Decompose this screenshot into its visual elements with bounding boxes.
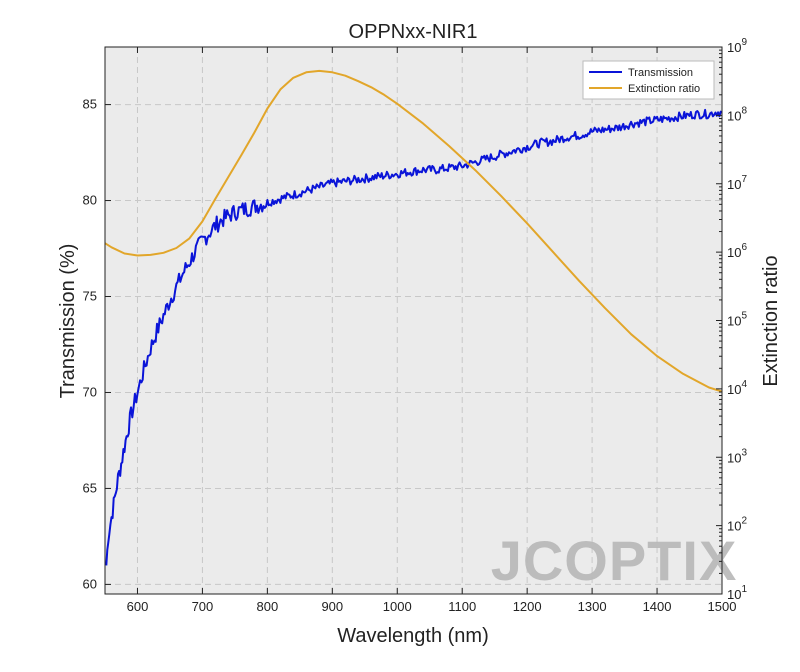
y-axis-title: Transmission (%)	[57, 244, 79, 399]
y2-tick-label: 103	[727, 447, 747, 465]
legend-box	[582, 60, 715, 100]
x-tick-label: 1100	[448, 599, 476, 614]
x-tick-label: 700	[192, 599, 214, 614]
y2-tick-label: 109	[727, 37, 747, 55]
y2-tick-label: 104	[727, 379, 747, 397]
y-tick-label: 85	[83, 97, 97, 112]
legend-label-transmission: Transmission	[628, 67, 693, 79]
x-tick-label: 1200	[513, 599, 542, 614]
y2-tick-label: 105	[727, 311, 747, 329]
y2-tick-label: 108	[727, 105, 747, 123]
y-tick-label: 75	[83, 289, 97, 304]
chart-title: OPPNxx-NIR1	[349, 21, 478, 43]
y2-tick-label: 101	[727, 584, 747, 602]
watermark-text: JCOPTIX	[491, 529, 738, 592]
y2-tick-label: 102	[727, 516, 747, 534]
legend-label-extinction-ratio: Extinction ratio	[628, 83, 700, 95]
series-line-transmission	[105, 108, 723, 566]
y-axis-right: 101 102 103 104 105 106 107 108 109	[716, 37, 747, 602]
plot-area	[105, 47, 722, 594]
x-axis-title: Wavelength (nm)	[337, 625, 489, 647]
y-tick-label: 60	[83, 576, 97, 591]
x-tick-label: 900	[321, 599, 343, 614]
x-tick-label: 600	[127, 599, 149, 614]
y2-tick-label: 107	[727, 174, 747, 192]
y-tick-label: 70	[83, 384, 97, 399]
x-axis: 600 700 800 900 1000 1100 1200 1300 1400 1500	[127, 47, 737, 614]
x-tick-label: 1500	[708, 599, 737, 614]
series-layer	[104, 69, 723, 566]
y2-axis-title: Extinction ratio	[760, 255, 782, 386]
y-tick-label: 80	[83, 193, 97, 208]
y-axis-left: 60 65 70 75 80 85	[83, 97, 111, 591]
x-tick-label: 1000	[383, 599, 412, 614]
y-tick-label: 65	[83, 480, 97, 495]
grid	[105, 47, 722, 594]
legend: Transmission Extinction ratio	[582, 60, 715, 100]
series-line-extinction-ratio	[104, 69, 723, 393]
x-tick-label: 1300	[578, 599, 607, 614]
watermark: JCOPTIX	[491, 529, 738, 592]
x-tick-label: 800	[257, 599, 279, 614]
y2-tick-label: 106	[727, 242, 747, 260]
x-tick-label: 1400	[643, 599, 672, 614]
